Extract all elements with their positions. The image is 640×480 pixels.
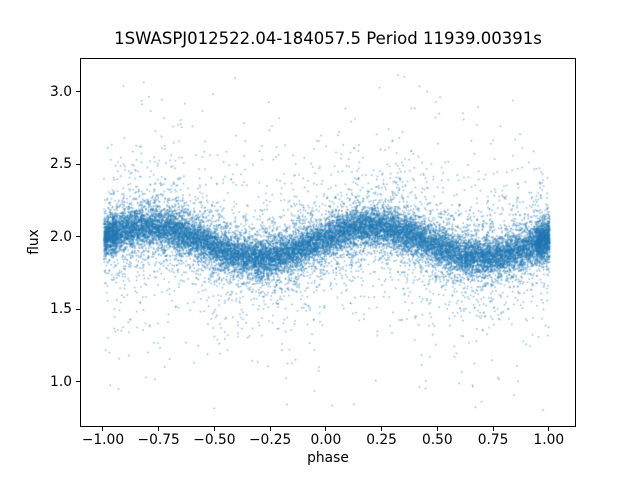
- x-tick-mark: [548, 427, 550, 431]
- x-tick-mark: [269, 427, 271, 431]
- x-tick-label: 0.50: [421, 432, 453, 448]
- x-tick-mark: [436, 427, 438, 431]
- y-tick-label: 2.5: [50, 156, 72, 173]
- x-tick-label: −0.75: [137, 432, 180, 448]
- plot-title: 1SWASPJ012522.04-184057.5 Period 11939.0…: [114, 29, 542, 48]
- y-tick-label: 1.0: [50, 373, 72, 390]
- y-tick-label: 2.0: [50, 228, 72, 245]
- x-tick-label: 0.75: [477, 432, 509, 448]
- x-axis-label: phase: [307, 450, 349, 466]
- x-tick-label: 1.00: [533, 432, 565, 448]
- y-tick-mark: [76, 91, 80, 93]
- y-tick-mark: [76, 236, 80, 238]
- x-tick-label: −1.00: [81, 432, 125, 448]
- x-tick-label: −0.25: [249, 432, 292, 448]
- x-tick-mark: [102, 427, 104, 431]
- x-tick-label: −0.50: [193, 432, 236, 448]
- x-tick-label: 0.25: [366, 432, 397, 448]
- y-tick-label: 1.5: [50, 301, 72, 318]
- y-tick-label: 3.0: [50, 83, 72, 100]
- x-tick-mark: [492, 427, 494, 431]
- x-tick-mark: [325, 427, 327, 431]
- x-tick-label: 0.00: [310, 432, 342, 448]
- scatter-canvas: [81, 59, 577, 428]
- x-tick-mark: [381, 427, 383, 431]
- y-axis-label: flux: [26, 229, 42, 255]
- y-tick-mark: [76, 308, 80, 310]
- plot-area: [80, 58, 577, 428]
- y-tick-mark: [76, 163, 80, 165]
- x-tick-mark: [158, 427, 160, 431]
- y-tick-mark: [76, 381, 80, 383]
- x-tick-mark: [213, 427, 215, 431]
